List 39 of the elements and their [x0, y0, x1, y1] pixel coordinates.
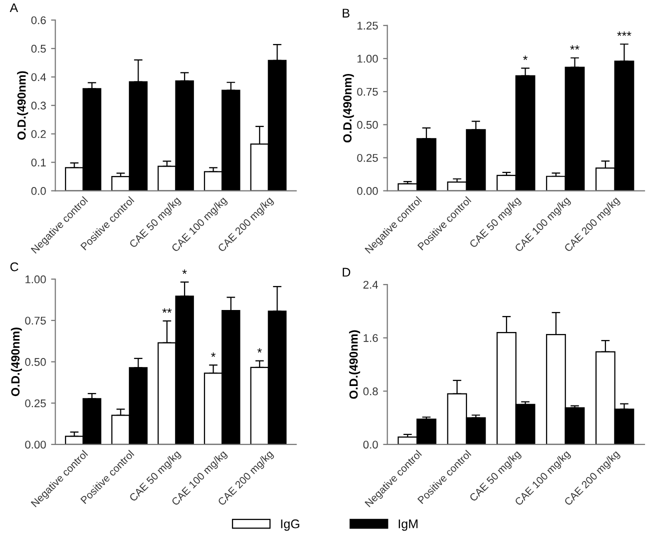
chart-title: D	[342, 268, 350, 277]
y-tick-label: 0.0	[31, 187, 46, 195]
y-tick-label: 0.50	[357, 120, 378, 129]
y-axis-title: O.D.(490nm)	[349, 330, 360, 399]
chart-title: B	[342, 8, 350, 18]
y-tick-label: 0.50	[25, 358, 46, 366]
annotation: *	[211, 352, 216, 357]
y-tick-label: 0.4	[31, 73, 46, 82]
legend-label: IgM	[398, 520, 418, 531]
y-tick-label: 1.00	[358, 54, 378, 63]
annotation: ***	[617, 32, 632, 36]
y-tick-label: 0.6	[31, 16, 46, 24]
y-tick-label: 0.25	[357, 154, 378, 162]
y-tick-label: 0.00	[357, 187, 378, 195]
y-tick-label: 0.8	[363, 387, 378, 396]
y-tick-label: 0.3	[31, 102, 46, 110]
y-tick-label: 0.5	[31, 44, 46, 53]
chart-title: C	[10, 262, 18, 272]
annotation: *	[257, 348, 262, 353]
y-tick-label: 0.0	[363, 440, 378, 449]
y-tick-label: 0.00	[25, 440, 46, 449]
y-tick-label: 0.25	[25, 399, 46, 408]
annotation: **	[570, 45, 580, 50]
y-axis-title: O.D.(490nm)	[17, 71, 28, 140]
legend-label: IgG	[281, 519, 300, 531]
y-axis-title: O.D.(490nm)	[10, 328, 22, 396]
y-tick-label: 1.00	[26, 275, 46, 284]
y-tick-label: 0.75	[357, 88, 378, 96]
y-tick-label: 0.75	[25, 316, 46, 325]
y-tick-label: 0.2	[31, 130, 46, 138]
annotation: **	[162, 308, 172, 313]
y-tick-label: 1.25	[358, 22, 378, 30]
y-tick-label: 1.6	[364, 334, 378, 342]
chart-title: A	[10, 3, 18, 12]
y-tick-label: 0.1	[31, 158, 46, 166]
annotation: *	[182, 270, 187, 274]
annotation: *	[523, 56, 528, 60]
y-tick-label: 2.4	[363, 280, 378, 289]
y-axis-title: O.D.(490nm)	[342, 74, 354, 142]
